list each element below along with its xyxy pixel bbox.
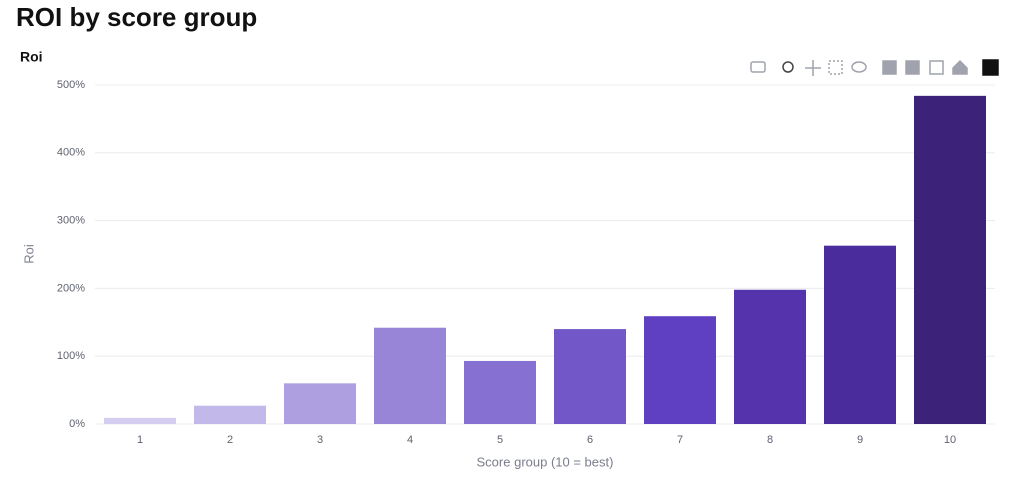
x-tick-label: 6 xyxy=(587,434,593,446)
x-tick-label: 3 xyxy=(317,434,323,446)
pan-icon[interactable] xyxy=(805,60,821,76)
x-tick-label: 5 xyxy=(497,434,503,446)
x-tick-label: 4 xyxy=(407,434,413,446)
bar xyxy=(644,316,716,424)
y-tick-label: 0% xyxy=(69,418,85,430)
camera-icon[interactable] xyxy=(750,61,766,73)
page-title: ROI by score group xyxy=(16,2,257,32)
bar xyxy=(914,95,986,425)
bar xyxy=(554,329,626,424)
zoom-out-icon[interactable] xyxy=(905,60,920,75)
y-tick-label: 300% xyxy=(57,215,85,227)
y-tick-label: 500% xyxy=(57,79,85,91)
y-tick-label: 200% xyxy=(57,282,85,294)
y-tick-label: 400% xyxy=(57,147,85,159)
toolbar xyxy=(750,59,999,76)
y-tick-label: 100% xyxy=(57,350,85,362)
bar xyxy=(284,383,356,424)
zoom-icon[interactable] xyxy=(782,61,794,73)
lasso-icon[interactable] xyxy=(851,61,867,73)
bar xyxy=(824,245,896,424)
zoom-in-icon[interactable] xyxy=(882,60,897,75)
bar xyxy=(464,360,536,424)
y-axis-title: Roi xyxy=(21,244,36,264)
plotly-logo[interactable] xyxy=(982,59,999,76)
chart-title: Roi xyxy=(20,49,43,65)
x-tick-label: 2 xyxy=(227,434,233,446)
x-axis-title: Score group (10 = best) xyxy=(477,454,614,469)
bar xyxy=(194,405,266,424)
bar xyxy=(104,417,176,424)
x-tick-label: 10 xyxy=(944,434,956,446)
reset-icon[interactable] xyxy=(952,59,968,75)
bar xyxy=(734,289,806,424)
x-tick-label: 7 xyxy=(677,434,683,446)
x-tick-label: 1 xyxy=(137,434,143,446)
x-tick-label: 8 xyxy=(767,434,773,446)
x-tick-label: 9 xyxy=(857,434,863,446)
bar xyxy=(374,327,446,424)
select-icon[interactable] xyxy=(828,60,843,75)
autoscale-icon[interactable] xyxy=(929,60,944,75)
